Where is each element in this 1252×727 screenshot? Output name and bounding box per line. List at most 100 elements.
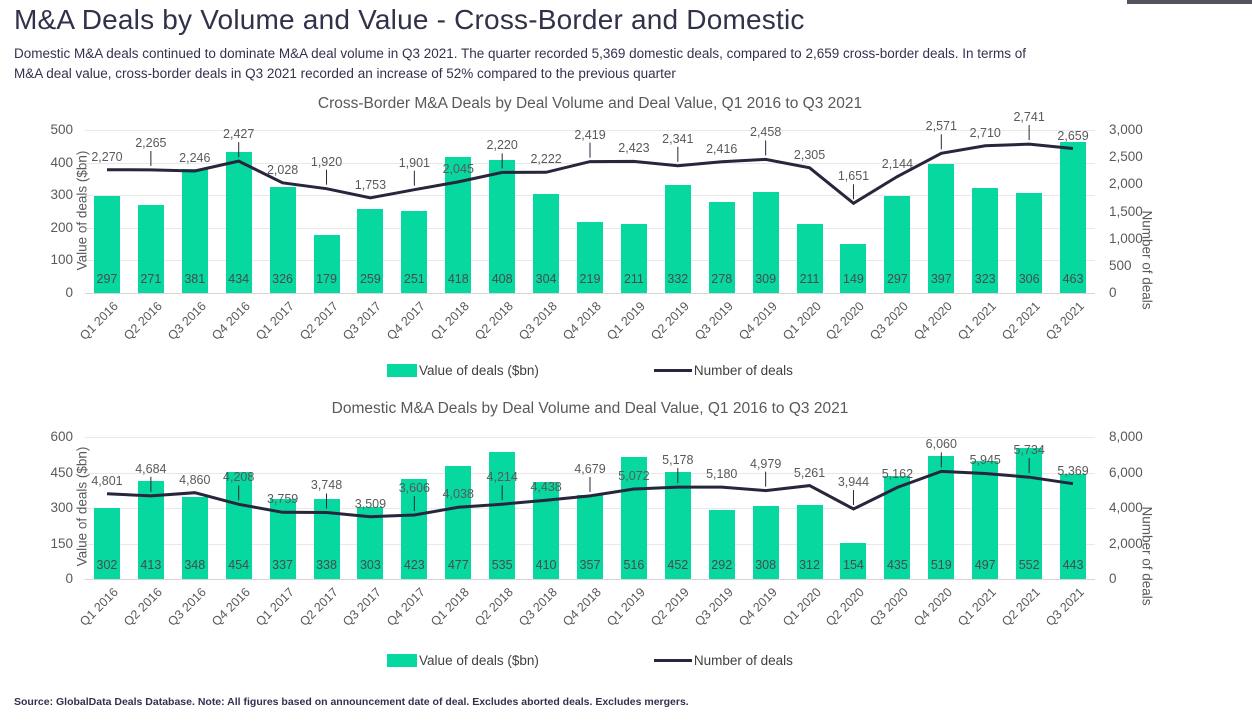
domestic-chart: Domestic M&A Deals by Deal Volume and De… (0, 400, 1252, 695)
x-axis-tick: Q2 2020 (823, 299, 868, 343)
y-axis-tick-left: 600 (50, 429, 73, 444)
bar (796, 505, 823, 579)
bar-value-label: 297 (886, 272, 908, 286)
x-axis-tick: Q1 2017 (252, 299, 297, 343)
bar-value-label: 381 (184, 272, 206, 286)
line-value-label: 2,265 (135, 135, 167, 150)
line-value-label: 2,305 (793, 147, 826, 162)
bar-value-label: 292 (711, 558, 733, 572)
x-axis-tick: Q2 2018 (472, 585, 517, 629)
y-axis-tick-left: 300 (50, 187, 73, 203)
x-axis-tick: Q1 2018 (428, 299, 473, 343)
line-value-label: 5,369 (1057, 463, 1089, 478)
y-axis-tick-right: 2,500 (1109, 149, 1143, 165)
bar-value-label: 519 (930, 558, 952, 572)
line-value-label: 1,753 (354, 177, 387, 192)
x-axis-tick: Q3 2016 (164, 299, 209, 343)
bar (313, 234, 340, 293)
bar-value-label: 454 (228, 558, 250, 572)
line-value-label: 3,606 (398, 480, 430, 495)
bar-value-label: 306 (1018, 272, 1040, 286)
x-axis-tick: Q1 2020 (779, 585, 824, 629)
bar-value-label: 410 (535, 558, 557, 572)
bar (972, 461, 999, 579)
bar (928, 456, 955, 579)
line-value-label: 2,416 (706, 141, 738, 156)
y-axis-tick-right: 1,000 (1109, 230, 1143, 246)
line-value-label: 5,734 (1013, 443, 1045, 458)
bar (928, 163, 955, 293)
line-value-label: 3,944 (837, 474, 870, 489)
y-axis-tick-right: 0 (1109, 571, 1117, 586)
bar (752, 192, 779, 293)
y-axis-tick-left: 500 (50, 122, 73, 137)
x-axis-tick: Q1 2017 (252, 585, 297, 629)
line-value-label: 2,246 (179, 150, 211, 165)
bar (840, 542, 867, 579)
bar-value-label: 303 (359, 558, 381, 572)
grid-line (85, 195, 1095, 197)
x-axis-tick: Q2 2017 (296, 299, 341, 343)
bar (445, 466, 472, 579)
bar (1060, 142, 1087, 293)
bar-value-label: 423 (403, 558, 425, 572)
bar-value-label: 302 (96, 558, 118, 572)
line-value-label: 2,659 (1057, 128, 1089, 143)
x-axis-tick: Q1 2016 (77, 299, 121, 343)
bar-value-label: 323 (974, 272, 996, 286)
x-axis-tick: Q4 2018 (560, 299, 604, 343)
bar-value-label: 463 (1062, 272, 1084, 286)
y-axis-tick-left: 150 (50, 535, 73, 551)
line-value-label: 4,438 (530, 480, 562, 495)
bar (1016, 193, 1043, 293)
line-value-label: 6,060 (925, 437, 957, 452)
bar (796, 224, 823, 293)
y-axis-tick-right: 3,000 (1109, 122, 1143, 137)
bar (577, 494, 603, 579)
number-of-deals-line-layer (106, 125, 1074, 206)
x-axis-tick: Q3 2019 (691, 299, 736, 343)
subtitle-line-1: Domestic M&A deals continued to dominate… (14, 46, 1027, 61)
y-axis-tick-left: 300 (50, 500, 73, 515)
x-axis-tick: Q2 2016 (120, 299, 165, 343)
x-axis-tick: Q4 2020 (911, 299, 956, 343)
x-axis-tick: Q2 2018 (472, 299, 517, 343)
bar-value-label: 251 (403, 272, 425, 286)
bar-value-label: 516 (623, 558, 645, 572)
y-axis-tick-right: 8,000 (1109, 429, 1143, 444)
bar-value-label: 332 (667, 272, 689, 286)
bar (401, 478, 428, 579)
bar (708, 509, 735, 579)
bar (401, 211, 428, 293)
line-value-label: 5,178 (662, 453, 694, 468)
grid-line (85, 130, 1095, 131)
line-value-label: 2,423 (618, 141, 650, 156)
bar-value-label: 435 (886, 558, 908, 572)
line-value-label: 2,427 (223, 127, 255, 142)
bar (577, 221, 603, 293)
line-value-label: 4,801 (91, 473, 123, 488)
line-value-label: 2,458 (750, 125, 782, 140)
bar (181, 496, 208, 579)
x-axis-tick: Q3 2021 (1043, 299, 1087, 343)
bar (972, 187, 999, 293)
bar-value-label: 297 (96, 272, 118, 286)
line-value-label: 5,945 (969, 453, 1001, 468)
bar-value-label: 326 (272, 272, 294, 286)
bar-value-label: 408 (491, 272, 513, 286)
y-axis-tick-right: 2,000 (1109, 176, 1143, 192)
x-axis-tick: Q2 2017 (296, 585, 341, 629)
y-axis-tick-left: 450 (50, 464, 73, 480)
grid-line (85, 437, 1095, 438)
y-axis-tick-left: 200 (50, 219, 73, 235)
line-value-label: 2,045 (442, 161, 474, 176)
y-axis-tick-left: 0 (65, 571, 73, 586)
x-axis-tick: Q1 2016 (77, 585, 121, 629)
bar-value-label: 309 (755, 272, 777, 286)
legend-label: Value of deals ($bn) (419, 653, 539, 668)
page-title: M&A Deals by Volume and Value - Cross-Bo… (14, 4, 805, 35)
bar-value-label: 397 (930, 272, 952, 286)
line-value-label: 3,509 (354, 496, 387, 511)
bar-value-label: 357 (579, 558, 601, 572)
